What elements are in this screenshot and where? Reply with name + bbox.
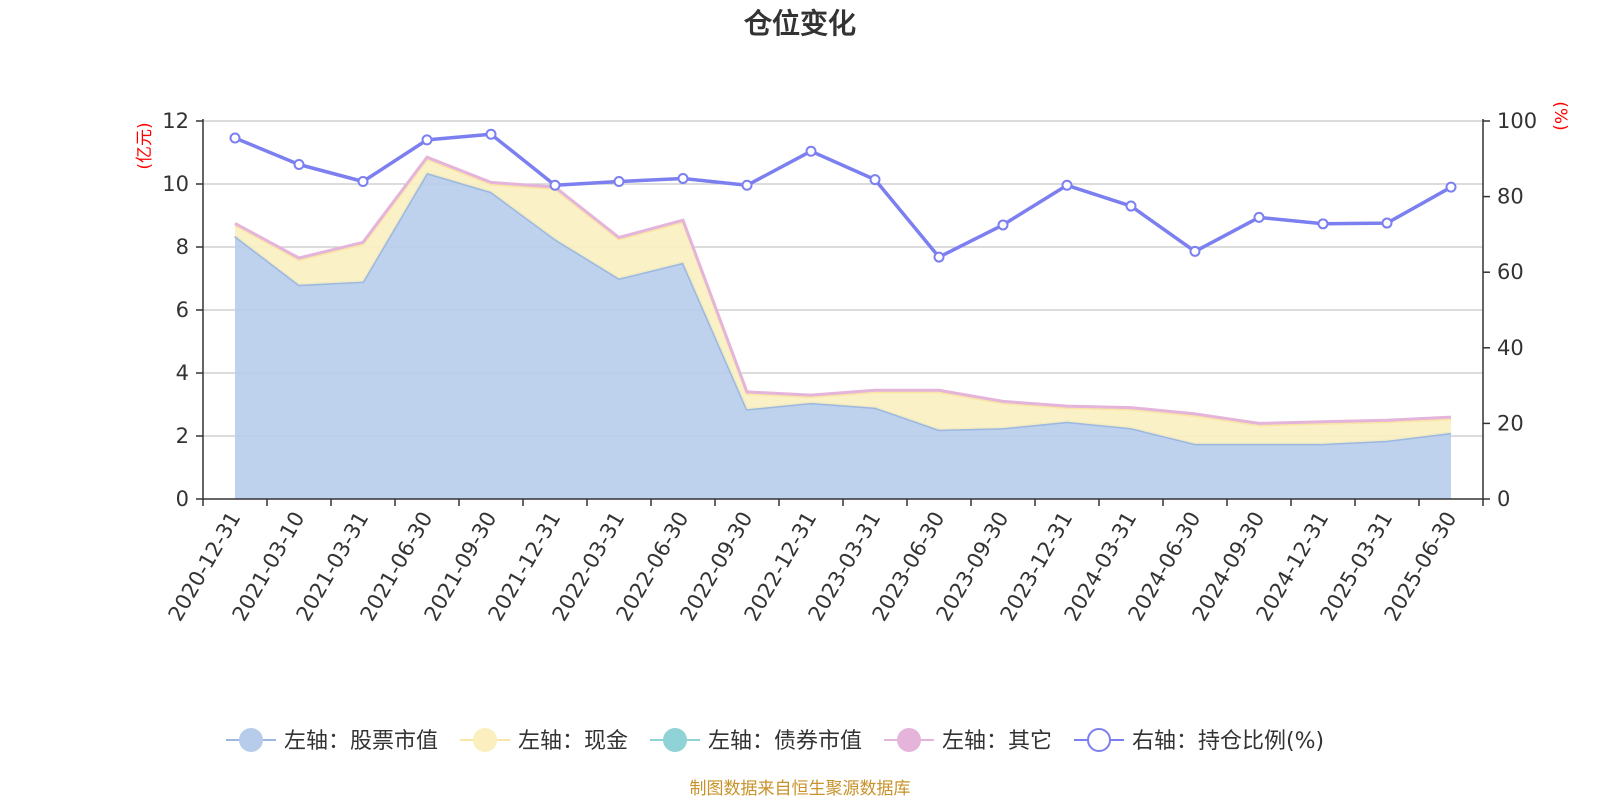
ratio-point <box>1189 245 1201 257</box>
left-tick-label: 8 <box>176 235 189 259</box>
left-tick-label: 12 <box>162 109 189 133</box>
ratio-point <box>485 128 497 140</box>
right-tick-label: 20 <box>1497 411 1524 435</box>
ratio-point <box>933 251 945 263</box>
legend-marker <box>473 728 497 752</box>
ratio-point <box>229 132 241 144</box>
ratio-point <box>421 134 433 146</box>
legend-label: 左轴：股票市值 <box>284 729 438 754</box>
right-tick-label: 0 <box>1497 487 1510 511</box>
ratio-line <box>234 132 1452 259</box>
ratio-point <box>869 174 881 186</box>
legend-marker <box>239 728 263 752</box>
ratio-point <box>1381 217 1393 229</box>
stacked-areas <box>234 155 1452 499</box>
source-note: 制图数据来自恒生聚源数据库 <box>690 779 911 799</box>
legend: 左轴：股票市值 左轴：现金 左轴：债券市值 左轴：其它 右轴：持仓比例(%) <box>226 728 1324 754</box>
series-lines <box>229 128 1457 263</box>
right-tick-label: 100 <box>1497 109 1537 133</box>
ratio-point <box>805 145 817 157</box>
legend-label: 左轴：债券市值 <box>708 729 862 754</box>
ratio-point <box>997 219 1009 231</box>
chart-title: 仓位变化 <box>744 7 856 40</box>
left-tick-label: 6 <box>176 298 189 322</box>
right-tick-label: 80 <box>1497 185 1524 209</box>
ratio-point <box>1061 179 1073 191</box>
ratio-point <box>613 175 625 187</box>
ratio-point <box>549 179 561 191</box>
ratio-point <box>293 158 305 170</box>
ratio-point <box>1253 211 1265 223</box>
legend-label: 右轴：持仓比例(%) <box>1132 729 1324 754</box>
ratio-point <box>1445 181 1457 193</box>
legend-item: 左轴：其它 <box>884 728 1052 754</box>
legend-marker <box>897 728 921 752</box>
ratio-point <box>677 172 689 184</box>
ratio-point <box>357 175 369 187</box>
right-tick-label: 40 <box>1497 336 1524 360</box>
left-tick-label: 10 <box>162 172 189 196</box>
right-axis-unit: (%) <box>1550 101 1570 130</box>
area-1 <box>235 173 1451 499</box>
ratio-point <box>741 179 753 191</box>
legend-marker <box>1087 728 1111 752</box>
legend-item: 左轴：现金 <box>460 728 628 754</box>
legend-item: 左轴：股票市值 <box>226 728 438 754</box>
left-tick-label: 2 <box>176 424 189 448</box>
legend-label: 左轴：现金 <box>518 729 628 754</box>
area-line-4 <box>234 155 1452 425</box>
legend-marker <box>663 728 687 752</box>
ratio-point <box>1125 200 1137 212</box>
legend-item: 右轴：持仓比例(%) <box>1074 728 1324 754</box>
legend-label: 左轴：其它 <box>942 729 1052 754</box>
ratio-point <box>1317 218 1329 230</box>
left-tick-label: 4 <box>176 361 189 385</box>
left-axis-unit: (亿元) <box>135 122 155 169</box>
left-tick-label: 0 <box>176 487 189 511</box>
legend-item: 左轴：债券市值 <box>650 728 862 754</box>
right-tick-label: 60 <box>1497 260 1524 284</box>
